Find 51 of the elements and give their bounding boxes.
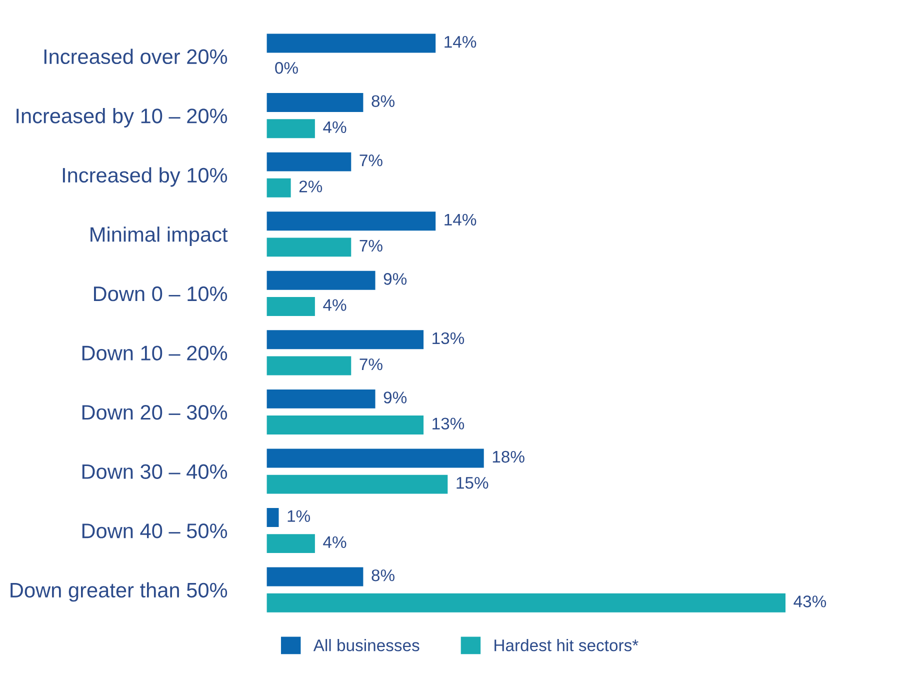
- bar: [266, 567, 364, 586]
- data-label: 7%: [360, 240, 382, 252]
- data-label: 13%: [432, 332, 464, 344]
- data-label: 43%: [794, 596, 826, 608]
- data-label: 14%: [444, 36, 476, 48]
- bar: [266, 389, 376, 408]
- data-label: 15%: [456, 477, 488, 489]
- bar: [266, 534, 315, 554]
- bar: [266, 508, 279, 527]
- bar: [266, 296, 315, 316]
- bar: [266, 448, 484, 468]
- bar: [266, 593, 786, 612]
- bar: [266, 178, 291, 198]
- bar: [266, 474, 448, 494]
- y-tick-label: Minimal impact: [90, 226, 228, 246]
- data-label: 9%: [384, 273, 407, 285]
- data-label: 7%: [360, 154, 382, 166]
- data-label: 13%: [432, 418, 464, 430]
- data-label: 2%: [299, 180, 322, 192]
- bar: [266, 93, 364, 112]
- bar: [266, 416, 424, 435]
- data-label: 18%: [492, 450, 524, 463]
- data-label: 8%: [372, 95, 394, 108]
- data-label: 1%: [288, 510, 310, 522]
- y-tick-label: Increased by 10%: [62, 167, 228, 187]
- data-label: 7%: [360, 358, 382, 370]
- y-tick-label: Down 20 – 30%: [82, 404, 228, 420]
- bar: [266, 330, 424, 350]
- data-label: 9%: [384, 392, 407, 404]
- bar: [266, 270, 376, 290]
- bar: [266, 34, 436, 53]
- y-tick-label: Down 10 – 20%: [82, 346, 228, 360]
- data-label: 14%: [444, 214, 476, 226]
- y-tick-label: Increased by 10 – 20%: [16, 108, 228, 128]
- y-tick-label: Down 0 – 10%: [94, 286, 228, 302]
- bar: [266, 212, 436, 231]
- y-tick-label: Down 40 – 50%: [82, 524, 228, 538]
- bar: [266, 119, 315, 138]
- bar: [266, 238, 352, 257]
- data-label: 4%: [323, 121, 346, 134]
- y-tick-label: Down greater than 50%: [10, 582, 228, 602]
- data-label: 8%: [372, 569, 394, 582]
- y-tick-label: Increased over 20%: [44, 48, 228, 64]
- data-label: 4%: [323, 299, 346, 311]
- bar: [266, 152, 352, 172]
- bar: [266, 356, 352, 376]
- data-label: 4%: [323, 536, 346, 548]
- legend-label: All businesses: [313, 639, 420, 652]
- legend-label: Hardest hit sectors*: [494, 639, 638, 652]
- y-tick-label: Down 30 – 40%: [82, 464, 228, 480]
- data-label: 0%: [275, 62, 298, 74]
